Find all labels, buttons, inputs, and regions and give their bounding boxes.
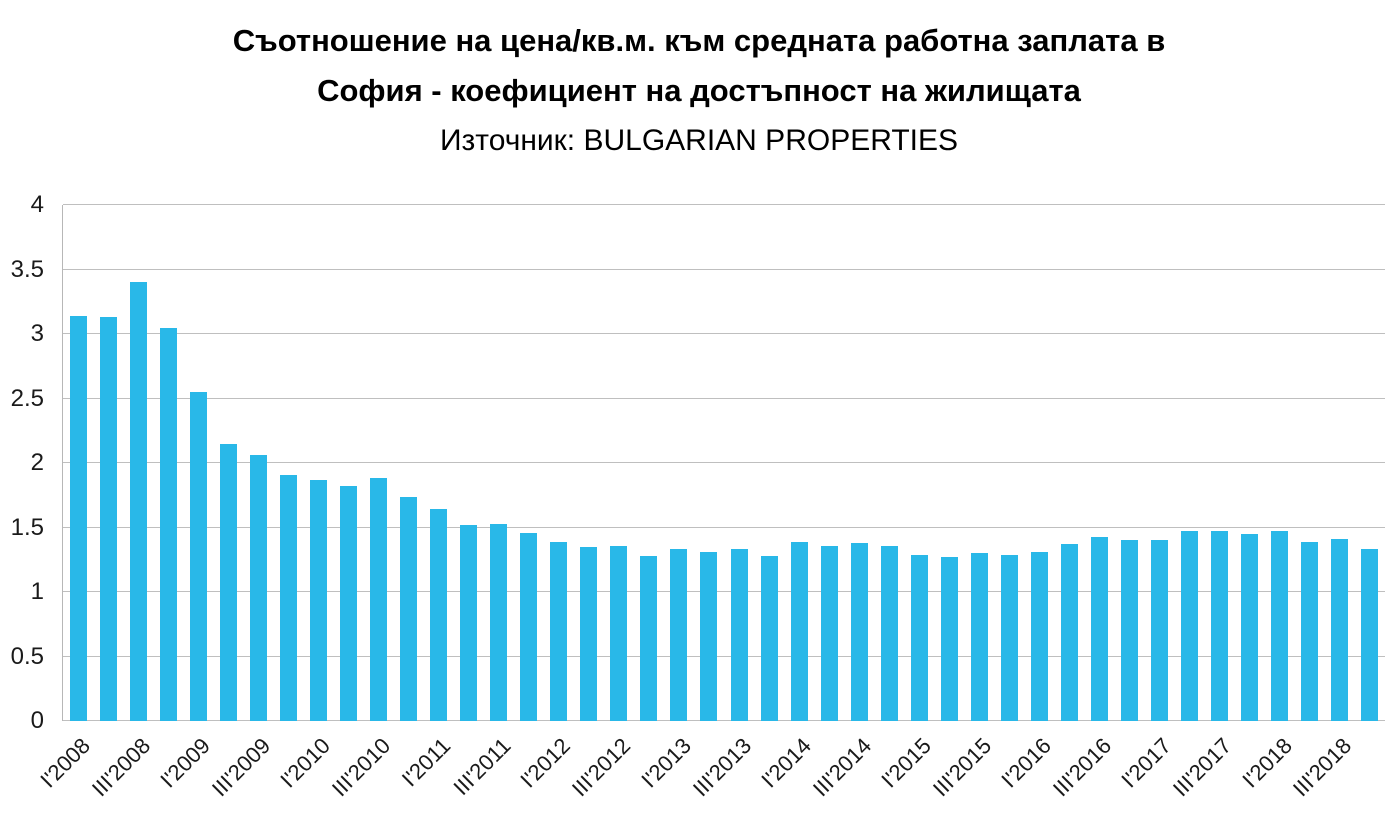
bar (910, 554, 928, 721)
y-axis-tick-label: 1 (30, 578, 44, 605)
bar (580, 546, 598, 721)
x-axis-tick-label: I'2008 (35, 733, 95, 793)
bar (790, 541, 808, 721)
bar (820, 545, 838, 721)
y-axis-tick-label: 0.5 (10, 642, 44, 670)
bar (159, 327, 177, 721)
x-axis-tick-label: III'2008 (86, 733, 155, 802)
bar (730, 549, 748, 721)
x-axis-tick-label: III'2015 (927, 733, 997, 802)
chart-title-line-1: Съотношение на цена/кв.м. към средната р… (232, 23, 1166, 58)
bar (460, 524, 478, 721)
bar (430, 509, 448, 721)
bar (189, 392, 207, 721)
bar (640, 555, 658, 721)
gridline (63, 397, 1385, 399)
x-axis-tick-label: III'2014 (807, 733, 876, 802)
bar (1181, 531, 1199, 721)
gridline (63, 268, 1385, 270)
bar (1030, 552, 1048, 721)
x-axis-tick-label: III'2009 (206, 733, 275, 802)
bar (850, 542, 868, 721)
y-axis-tick-label: 2.5 (10, 384, 44, 412)
bar (670, 549, 688, 721)
y-axis-tick-label: 3.5 (10, 255, 44, 283)
chart-source-label: Източник: BULGARIAN PROPERTIES (439, 124, 959, 157)
bar (490, 523, 508, 721)
y-axis-tick-label: 0 (30, 707, 44, 734)
bar (1241, 533, 1259, 721)
bar (1151, 540, 1169, 721)
bar (339, 486, 357, 721)
x-axis-tick-label: III'2018 (1288, 733, 1357, 802)
bar (219, 443, 237, 721)
x-axis-labels: I'2008 III'2008 I'2009 III'2009 I'2010 III'20… (35, 721, 1384, 834)
bar (1271, 531, 1289, 721)
x-axis-tick-label: III'2010 (326, 733, 396, 802)
gridline (63, 204, 1385, 205)
bar (1301, 541, 1319, 721)
y-axis-tick-label: 3 (30, 320, 44, 347)
bar (520, 532, 538, 721)
bar (279, 474, 297, 721)
bar (369, 478, 387, 721)
x-axis-tick-label: I'2013 (636, 733, 696, 793)
x-axis-tick-label: I'2009 (155, 733, 215, 793)
bar (309, 479, 327, 721)
bar (1061, 544, 1079, 721)
y-axis-tick-label: 4 (30, 191, 44, 218)
x-axis-tick-label: I'2014 (756, 733, 816, 793)
gridline (63, 720, 1385, 721)
bar (69, 315, 87, 721)
gridline (63, 526, 1385, 528)
x-axis-tick-label: I'2011 (396, 733, 456, 792)
bar (700, 552, 718, 721)
y-axis-tick-label: 2 (30, 449, 44, 476)
bar (970, 553, 988, 721)
bar (249, 455, 267, 721)
bar (1121, 540, 1139, 721)
x-axis-tick-label: III'2013 (687, 733, 756, 802)
y-axis-tick-label: 1.5 (10, 513, 44, 541)
chart-title-line-2: София - коефициент на достъпност на жили… (317, 73, 1081, 108)
bar (610, 545, 628, 721)
gridline (63, 655, 1385, 657)
x-axis-tick-label: III'2017 (1168, 733, 1237, 802)
bar (400, 496, 418, 721)
chart-title-block: Съотношение на цена/кв.м. към средната р… (0, 16, 1398, 166)
bar (1361, 549, 1379, 721)
bar (940, 557, 958, 721)
bar (760, 555, 778, 721)
gridline (63, 333, 1385, 334)
x-axis-tick-label: III'2016 (1048, 733, 1117, 802)
gridline (63, 462, 1385, 463)
y-axis-labels: 0 0.5 1 1.5 2 2.5 3 3.5 4 (0, 191, 50, 734)
bar (1000, 554, 1018, 721)
bar (99, 317, 117, 721)
plot-area (62, 204, 1385, 721)
x-axis-tick-label: III'2012 (567, 733, 636, 802)
bar (550, 541, 568, 721)
bar (1211, 531, 1229, 721)
bar-chart: 0 0.5 1 1.5 2 2.5 3 3.5 4 I'2008 III'2008 I'2009 II… (0, 191, 1398, 834)
gridline (63, 591, 1385, 592)
bar (129, 282, 147, 721)
bar (1331, 539, 1349, 721)
bar (1091, 536, 1109, 721)
bar (880, 545, 898, 721)
x-axis-tick-label: III'2011 (448, 733, 516, 801)
